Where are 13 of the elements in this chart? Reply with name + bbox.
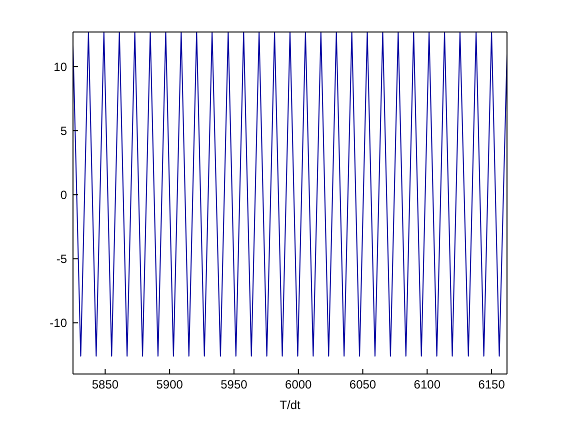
y-tick-label: -5 (56, 252, 68, 266)
y-tick-label: 0 (60, 188, 68, 202)
x-tick-label: 5900 (156, 378, 184, 392)
y-tick-label: -10 (50, 316, 68, 330)
x-tick-label: 6100 (414, 378, 441, 392)
x-tick-label: 5850 (92, 378, 119, 392)
x-tick-label: 6050 (349, 378, 376, 392)
x-axis-title: T/dt (280, 398, 301, 412)
x-tick-label: 5950 (220, 378, 248, 392)
y-tick-label: 10 (54, 60, 68, 74)
x-tick-label: 6150 (478, 378, 506, 392)
x-tick-label: 6000 (285, 378, 312, 392)
y-tick-label: 5 (60, 124, 68, 138)
